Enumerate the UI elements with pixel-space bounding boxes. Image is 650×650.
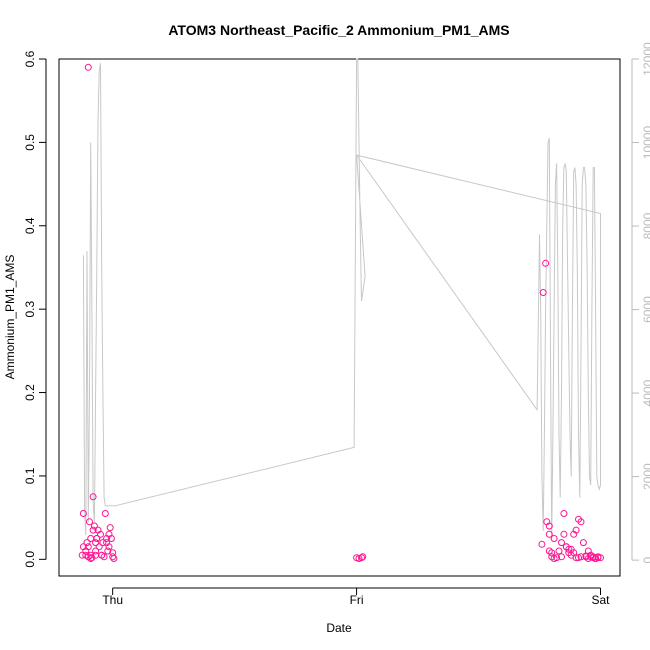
data-point xyxy=(92,551,100,559)
data-point xyxy=(93,535,101,542)
chart-title: ATOM3 Northeast_Pacific_2 Ammonium_PM1_A… xyxy=(168,22,509,38)
data-point xyxy=(99,539,107,547)
data-point xyxy=(558,553,565,561)
data-point xyxy=(83,539,91,547)
left-tick-label: 0.6 xyxy=(23,50,37,67)
left-tick-label: 0.2 xyxy=(23,384,37,401)
data-point xyxy=(558,539,565,547)
right-y-axis: 0 2000 4000 6000 8000 10000 12000 xyxy=(631,42,650,563)
x-axis: Thu Fri Sat xyxy=(102,587,610,607)
data-point xyxy=(560,510,568,517)
left-tick-label: 0.5 xyxy=(23,134,37,151)
data-point xyxy=(575,515,582,523)
data-point xyxy=(539,289,547,296)
plot-area-frame xyxy=(58,58,621,577)
right-tick-label: 6000 xyxy=(641,296,650,323)
x-tick-label: Sat xyxy=(591,593,610,607)
data-point xyxy=(548,553,556,561)
data-point xyxy=(110,555,118,562)
right-tick-label: 2000 xyxy=(641,463,650,490)
data-point xyxy=(550,535,558,542)
data-point xyxy=(543,518,551,526)
data-point xyxy=(542,259,550,267)
right-tick-label: 4000 xyxy=(641,379,650,406)
data-point xyxy=(86,518,93,526)
right-tick-label: 8000 xyxy=(641,212,650,239)
data-point xyxy=(84,63,92,71)
data-point xyxy=(582,552,590,560)
data-point xyxy=(95,543,103,551)
data-point xyxy=(587,553,595,561)
data-point xyxy=(97,530,104,538)
x-tick-label: Thu xyxy=(102,593,123,607)
data-point xyxy=(92,539,100,547)
left-tick-label: 0.1 xyxy=(23,467,37,484)
data-point xyxy=(104,547,112,555)
altitude-line xyxy=(82,58,601,540)
left-tick-label: 0.4 xyxy=(23,217,37,234)
data-point xyxy=(570,530,578,538)
right-tick-label: 0 xyxy=(641,556,650,563)
x-axis-label: Date xyxy=(326,621,352,635)
data-point xyxy=(103,539,111,547)
data-point xyxy=(79,510,87,517)
x-tick-label: Fri xyxy=(350,593,364,607)
y-axis-label: Ammonium_PM1_AMS xyxy=(3,255,17,380)
data-point xyxy=(570,549,578,557)
data-point xyxy=(107,535,115,542)
left-tick-label: 0.3 xyxy=(23,300,37,317)
data-point xyxy=(89,493,97,501)
data-point xyxy=(594,554,602,562)
right-tick-label: 10000 xyxy=(641,126,650,160)
right-tick-label: 12000 xyxy=(641,42,650,76)
data-point xyxy=(575,554,582,562)
data-point xyxy=(89,526,97,534)
data-point xyxy=(359,553,367,561)
data-point xyxy=(101,510,109,517)
data-point xyxy=(90,522,98,530)
left-tick-label: 0.0 xyxy=(23,551,37,568)
data-point xyxy=(84,543,92,551)
left-y-axis: 0.0 0.1 0.2 0.3 0.4 0.5 0.6 xyxy=(23,50,47,568)
data-point xyxy=(538,540,546,548)
data-point xyxy=(560,530,568,538)
data-point xyxy=(78,551,86,559)
data-point xyxy=(358,554,365,562)
data-point xyxy=(106,524,114,532)
data-point xyxy=(555,547,563,555)
data-point xyxy=(545,530,553,538)
points-layer xyxy=(78,63,604,562)
data-point xyxy=(565,545,573,553)
data-point xyxy=(87,555,95,562)
data-point xyxy=(579,539,587,547)
data-point xyxy=(109,553,117,561)
data-point xyxy=(548,549,556,557)
altitude-line-layer xyxy=(82,58,601,540)
data-point xyxy=(92,547,100,555)
